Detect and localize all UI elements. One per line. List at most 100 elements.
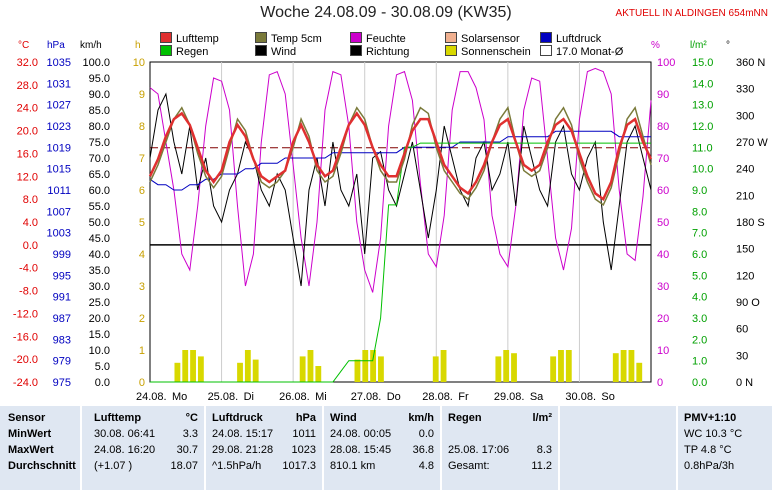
legend-swatch [255,32,267,43]
x-tick-day: Mo [172,391,187,403]
rain-line [150,142,651,383]
sunshine-bar [190,350,196,382]
tick-label-temp_c: 4.0 [23,217,38,229]
tick-label-rain_lm2: 6.0 [692,249,707,261]
legend-label: Lufttemp [176,33,219,45]
legend-label: Feuchte [366,33,406,45]
x-tick-day: Sa [530,391,544,403]
legend-swatch [445,45,457,56]
sunshine-bar [307,350,314,382]
legend-label: Wind [271,46,297,58]
legend-swatch [540,45,552,56]
luftdruck-min-time: 24.08. 15:17 [212,428,274,440]
lufttemp-max-value: 30.7 [176,444,198,456]
lufttemp-header: Lufttemp [94,412,142,424]
tick-label-rain_lm2: 13.0 [692,100,713,112]
tick-label-pressure_hpa: 987 [53,313,71,325]
sunshine-bar [237,362,243,382]
sunshine-bar [612,353,619,382]
tick-label-direction: 30 [736,350,748,362]
tick-label-sunshine_h: 1 [139,345,145,357]
panel-lufttemp: Lufttemp °C 30.08. 06:41 3.3 24.08. 16:2… [82,406,204,490]
tick-label-pressure_hpa: 1023 [47,121,71,133]
row-label-min: MinWert [8,428,52,440]
tick-label-direction: 360 N [736,57,765,69]
tick-label-wind_kmh: 70.0 [89,153,110,165]
luftdruck-max-time: 29.08. 21:28 [212,444,274,456]
tick-label-temp_c: -12.0 [13,308,38,320]
legend-label: 17.0 Monat-Ø [556,46,624,58]
x-tick-date: 25.08. [208,391,239,403]
tick-label-direction: 330 [736,84,754,96]
tick-label-humidity_pct: 70 [657,153,669,165]
tick-label-direction: 90 O [736,297,760,309]
luftdruck-max-value: 1023 [291,444,316,456]
tick-label-wind_kmh: 10.0 [89,345,110,357]
wind-header: Wind [330,412,357,424]
legend-swatch [255,45,267,56]
tick-label-temp_c: -8.0 [19,286,38,298]
wind-max-value: 36.8 [412,444,434,456]
wind-min-value: 0.0 [418,428,434,440]
tick-label-temp_c: -24.0 [13,377,38,389]
tick-label-wind_kmh: 95.0 [89,73,110,85]
legend-label: Richtung [366,46,410,58]
axis-header-wind: km/h [80,40,102,51]
tick-label-temp_c: 32.0 [17,57,38,69]
tick-label-rain_lm2: 5.0 [692,270,707,282]
sunshine-bar [432,356,439,382]
sunshine-bar [354,359,361,382]
tick-label-sunshine_h: 3 [139,281,145,293]
tick-label-sunshine_h: 7 [139,153,145,165]
sunshine-bar [503,350,510,382]
tick-label-wind_kmh: 30.0 [89,281,110,293]
tick-label-wind_kmh: 20.0 [89,313,110,325]
tick-label-humidity_pct: 100 [657,57,675,69]
tick-label-temp_c: 12.0 [17,171,38,183]
tick-label-sunshine_h: 4 [139,249,145,261]
sunshine-bar [558,350,564,382]
axis-header-press: hPa [47,40,65,51]
x-tick-day: Mi [315,391,327,403]
x-tick-date: 24.08. [136,391,167,403]
tick-label-wind_kmh: 5.0 [95,361,110,373]
tick-label-temp_c: 8.0 [23,194,38,206]
tick-label-humidity_pct: 50 [657,217,669,229]
tick-label-direction: 270 W [736,137,768,149]
sunshine-bar [197,356,204,382]
x-tick-date: 30.08. [565,391,596,403]
x-tick-day: Do [387,391,401,403]
sunshine-bar [174,362,181,382]
tick-label-pressure_hpa: 1015 [47,164,71,176]
luftdruck-header: Luftdruck [212,412,263,424]
tick-label-rain_lm2: 3.0 [692,313,707,325]
tick-label-wind_kmh: 35.0 [89,265,110,277]
legend-item: 17.0 Monat-Ø [540,45,623,58]
tick-label-wind_kmh: 85.0 [89,105,110,117]
sunshine-bar [628,350,635,382]
regen-max-time: 25.08. 17:06 [448,444,510,456]
air-temp-line [148,111,653,201]
sunshine-bar [362,350,369,382]
tick-label-sunshine_h: 6 [139,185,145,197]
panel-blank [560,406,676,490]
tick-label-temp_c: -16.0 [13,331,38,343]
tick-label-humidity_pct: 30 [657,281,669,293]
tick-label-rain_lm2: 11.0 [692,142,713,154]
tick-label-rain_lm2: 4.0 [692,292,707,304]
sensor-header: Sensor [8,412,46,424]
tick-label-humidity_pct: 10 [657,345,669,357]
lufttemp-avg-value: 18.07 [170,460,198,472]
regen-total-label: Gesamt: [448,460,490,472]
x-tick-date: 28.08. [422,391,453,403]
tick-label-temp_c: 24.0 [17,103,38,115]
tick-label-rain_lm2: 10.0 [692,164,713,176]
tick-label-wind_kmh: 65.0 [89,169,110,181]
humidity-line [149,67,652,293]
legend-swatch [160,45,172,56]
tick-label-direction: 300 [736,110,754,122]
tick-label-pressure_hpa: 1027 [47,100,71,112]
tick-label-wind_kmh: 40.0 [89,249,110,261]
wind-max-time: 28.08. 15:45 [330,444,392,456]
sunshine-bar [495,356,502,382]
